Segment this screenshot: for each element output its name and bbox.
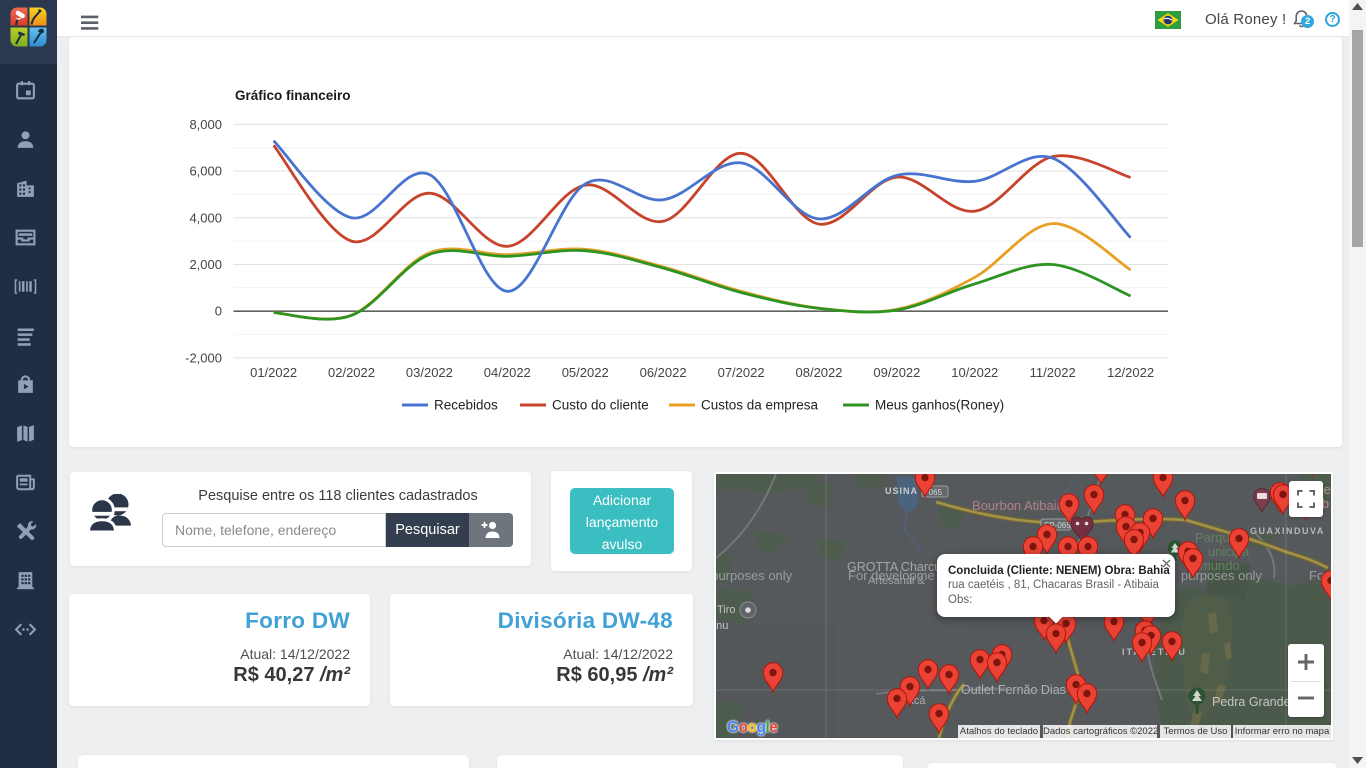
svg-text:SP-065: SP-065 — [1044, 521, 1071, 530]
svg-text:05/2022: 05/2022 — [562, 365, 609, 380]
svg-text:Meus ganhos(Roney): Meus ganhos(Roney) — [875, 398, 1004, 413]
svg-text:06/2022: 06/2022 — [640, 365, 687, 380]
svg-text:10/2022: 10/2022 — [951, 365, 998, 380]
svg-text:-2,000: -2,000 — [185, 350, 222, 365]
svg-text:Custo do cliente: Custo do cliente — [552, 398, 649, 413]
svg-text:08/2022: 08/2022 — [796, 365, 843, 380]
svg-text:0: 0 — [215, 304, 222, 319]
svg-text:Artesanal &: Artesanal & — [868, 575, 926, 587]
svg-text:GUAXINDUVA: GUAXINDUVA — [1250, 526, 1325, 536]
svg-text:03/2022: 03/2022 — [406, 365, 453, 380]
svg-text:Outlet Fernão Dias: Outlet Fernão Dias — [961, 683, 1066, 697]
svg-text:t purposes only: t purposes only — [716, 568, 793, 583]
svg-text:07/2022: 07/2022 — [718, 365, 765, 380]
svg-text:mundo: mundo — [1200, 558, 1240, 573]
svg-text:GROTTA Charcut: GROTTA Charcut — [847, 560, 945, 574]
svg-text:ib: ib — [1319, 496, 1329, 511]
svg-text:Recebidos: Recebidos — [434, 398, 498, 413]
svg-text:11/2022: 11/2022 — [1030, 365, 1076, 380]
svg-text:Parque: Parque — [1195, 530, 1237, 545]
svg-text:purposes only: purposes only — [1181, 568, 1262, 583]
svg-text:12/2022: 12/2022 — [1107, 365, 1154, 380]
svg-text:rinu: rinu — [716, 620, 728, 632]
svg-text:ITAPETINU: ITAPETINU — [1122, 647, 1187, 657]
svg-text:02/2022: 02/2022 — [328, 365, 375, 380]
svg-text:Custos da empresa: Custos da empresa — [701, 398, 819, 413]
svg-text:8,000: 8,000 — [189, 117, 222, 132]
svg-text:Gráfico financeiro: Gráfico financeiro — [235, 88, 351, 103]
svg-text:09/2022: 09/2022 — [873, 365, 920, 380]
svg-text:4,000: 4,000 — [189, 210, 222, 225]
svg-text:For developme: For developme — [848, 568, 935, 583]
svg-text:Tiro: Tiro — [717, 604, 736, 616]
svg-text:2,000: 2,000 — [189, 257, 222, 272]
svg-text:6,000: 6,000 — [189, 164, 222, 179]
svg-text:Pedra Grande: Pedra Grande — [1212, 695, 1291, 709]
svg-text:01/2022: 01/2022 — [250, 365, 297, 380]
svg-text:Bourbon Atibaia: Bourbon Atibaia — [972, 498, 1065, 513]
svg-text:-065: -065 — [926, 488, 943, 497]
svg-text:USINA: USINA — [885, 486, 918, 496]
svg-text:04/2022: 04/2022 — [484, 365, 531, 380]
